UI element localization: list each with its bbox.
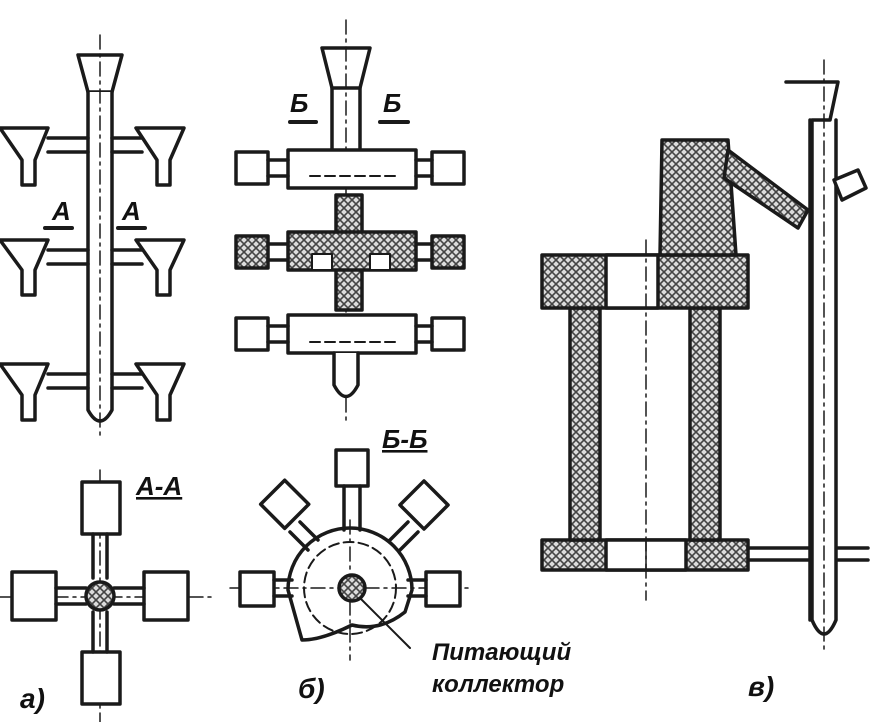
view-label-bb: Б-Б bbox=[382, 424, 427, 454]
figure-b-elevation bbox=[234, 19, 466, 421]
figure-b-plan-view bbox=[229, 448, 471, 661]
section-mark-b-left: Б bbox=[290, 88, 308, 118]
feed-collector-label-line1: Питающий bbox=[432, 639, 571, 666]
figure-caption-v: в) bbox=[748, 671, 774, 702]
section-mark-b-right: Б bbox=[383, 88, 401, 118]
section-mark-a-right: А bbox=[121, 196, 141, 226]
view-label-aa: А-А bbox=[135, 471, 182, 501]
figure-caption-a: а) bbox=[20, 683, 45, 714]
figure-a-elevation bbox=[0, 34, 186, 441]
figure-caption-b: б) bbox=[298, 673, 325, 704]
figure-a-plan-view bbox=[0, 469, 216, 723]
figure-v-elevation bbox=[540, 59, 870, 651]
feed-collector-label-line2: коллектор bbox=[432, 671, 564, 698]
section-mark-a-left: А bbox=[51, 196, 71, 226]
